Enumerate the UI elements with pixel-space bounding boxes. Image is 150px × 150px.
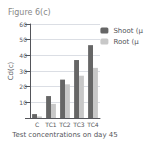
svg-text:TC4: TC4 xyxy=(86,121,99,128)
svg-text:Test concentrations on day 45: Test concentrations on day 45 xyxy=(11,131,117,139)
svg-text:Root (µ: Root (µ xyxy=(113,38,139,46)
svg-text:C: C xyxy=(35,121,39,128)
svg-text:30: 30 xyxy=(19,68,27,75)
svg-text:Figure 6(c): Figure 6(c) xyxy=(8,8,51,17)
svg-text:TC3: TC3 xyxy=(72,121,85,128)
svg-text:60: 60 xyxy=(19,21,27,28)
svg-text:10: 10 xyxy=(19,99,27,106)
svg-text:20: 20 xyxy=(19,83,27,90)
svg-text:TC2: TC2 xyxy=(58,121,71,128)
svg-text:40: 40 xyxy=(19,52,27,59)
svg-text:Shoot (µ: Shoot (µ xyxy=(113,27,143,35)
svg-text:Cd(c): Cd(c) xyxy=(7,61,15,80)
svg-text:TC1: TC1 xyxy=(44,121,57,128)
svg-text:50: 50 xyxy=(19,36,27,43)
